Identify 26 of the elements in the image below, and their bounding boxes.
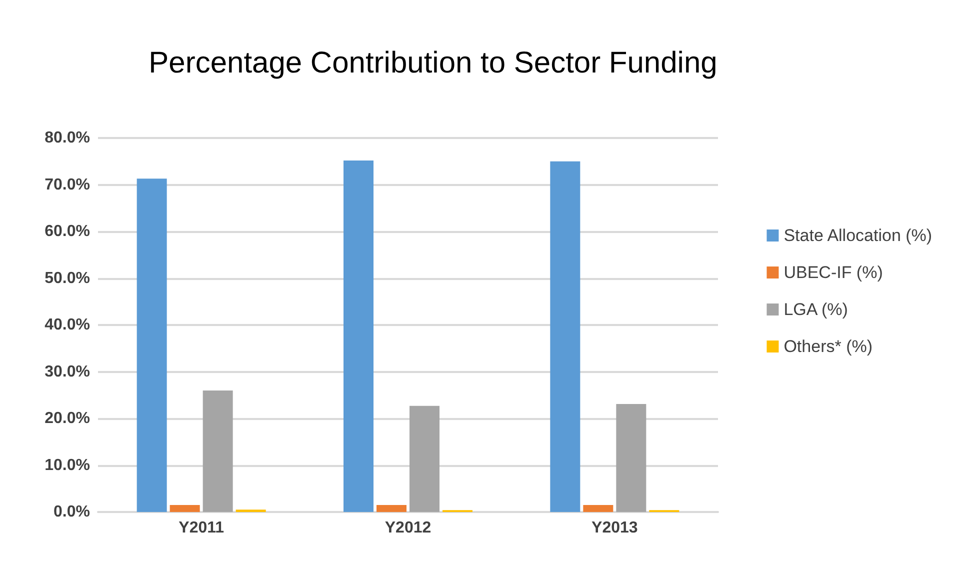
bar <box>344 160 374 512</box>
bar <box>202 390 233 512</box>
bar <box>376 504 406 512</box>
legend-label: Others* (%) <box>784 337 873 356</box>
y-tick-label: 70.0% <box>44 176 90 194</box>
bar <box>583 504 614 512</box>
y-tick-label: 10.0% <box>44 456 90 474</box>
bar <box>616 404 646 512</box>
legend-label: UBEC-IF (%) <box>784 263 883 282</box>
y-tick-label: 50.0% <box>44 270 90 287</box>
y-tick-label: 60.0% <box>44 223 90 240</box>
x-tick-label: Y2011 <box>178 520 224 536</box>
y-tick-label: 20.0% <box>44 410 90 427</box>
x-tick-label: Y2013 <box>592 520 638 536</box>
bar <box>410 406 440 512</box>
y-tick-label: 40.0% <box>44 316 90 334</box>
chart-title: Percentage Contribution to Sector Funding <box>148 46 718 80</box>
y-tick-label: 80.0% <box>44 130 90 146</box>
bar <box>550 161 580 512</box>
legend-label: State Allocation (%) <box>784 226 932 245</box>
bar <box>170 504 200 512</box>
bar <box>136 178 167 512</box>
y-tick-label: 0.0% <box>54 504 90 520</box>
y-tick-label: 30.0% <box>44 363 90 380</box>
legend-label: LGA (%) <box>784 300 848 319</box>
x-tick-label: Y2012 <box>384 520 432 536</box>
